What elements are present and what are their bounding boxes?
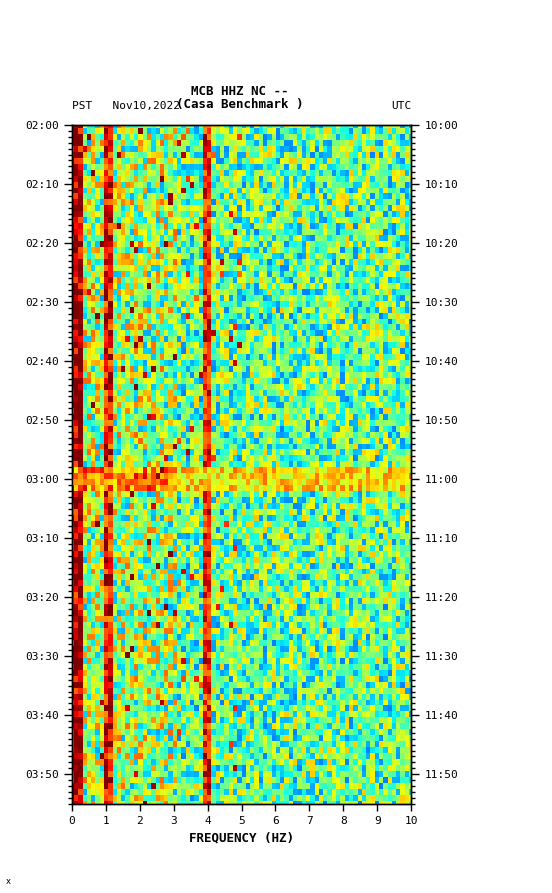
- Text: USGS: USGS: [28, 28, 62, 38]
- X-axis label: FREQUENCY (HZ): FREQUENCY (HZ): [189, 831, 294, 844]
- Text: (Casa Benchmark ): (Casa Benchmark ): [177, 97, 304, 111]
- Text: MCB HHZ NC --: MCB HHZ NC --: [192, 85, 289, 98]
- Text: UTC: UTC: [391, 101, 411, 111]
- Text: x: x: [6, 877, 10, 886]
- Text: PST   Nov10,2022: PST Nov10,2022: [72, 101, 180, 111]
